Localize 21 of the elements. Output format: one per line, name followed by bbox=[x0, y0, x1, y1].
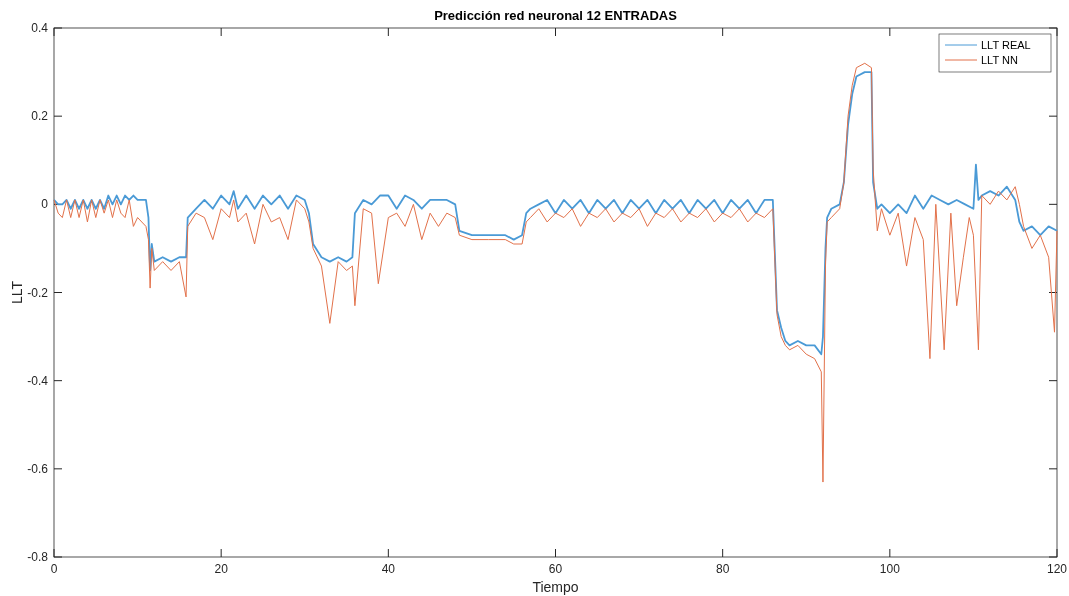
x-axis-title: Tiempo bbox=[532, 579, 579, 595]
y-tick-label: 0.4 bbox=[31, 21, 49, 35]
legend-label: LLT REAL bbox=[981, 39, 1031, 51]
line-series bbox=[53, 62, 1058, 483]
line-series bbox=[53, 71, 1058, 356]
y-tick-label: 0.2 bbox=[31, 109, 49, 124]
x-tick-label: 80 bbox=[715, 562, 730, 576]
x-tick-label: 60 bbox=[548, 562, 563, 576]
y-tick-label: -0.8 bbox=[27, 550, 49, 564]
x-tick-label: 100 bbox=[879, 562, 901, 576]
x-tick-label: 120 bbox=[1046, 562, 1068, 576]
y-axis-title: LLT bbox=[9, 280, 25, 305]
y-tick-label: -0.6 bbox=[27, 461, 49, 476]
legend-label: LLT NN bbox=[981, 54, 1018, 66]
chart-title: Predicción red neuronal 12 ENTRADAS bbox=[434, 8, 678, 23]
y-tick-label: -0.2 bbox=[27, 285, 49, 300]
x-tick-label: 40 bbox=[381, 562, 396, 576]
y-tick-label: -0.4 bbox=[27, 373, 49, 388]
x-tick-label: 0 bbox=[50, 562, 58, 576]
x-tick-label: 20 bbox=[214, 562, 229, 576]
y-tick-label: 0 bbox=[41, 197, 49, 212]
